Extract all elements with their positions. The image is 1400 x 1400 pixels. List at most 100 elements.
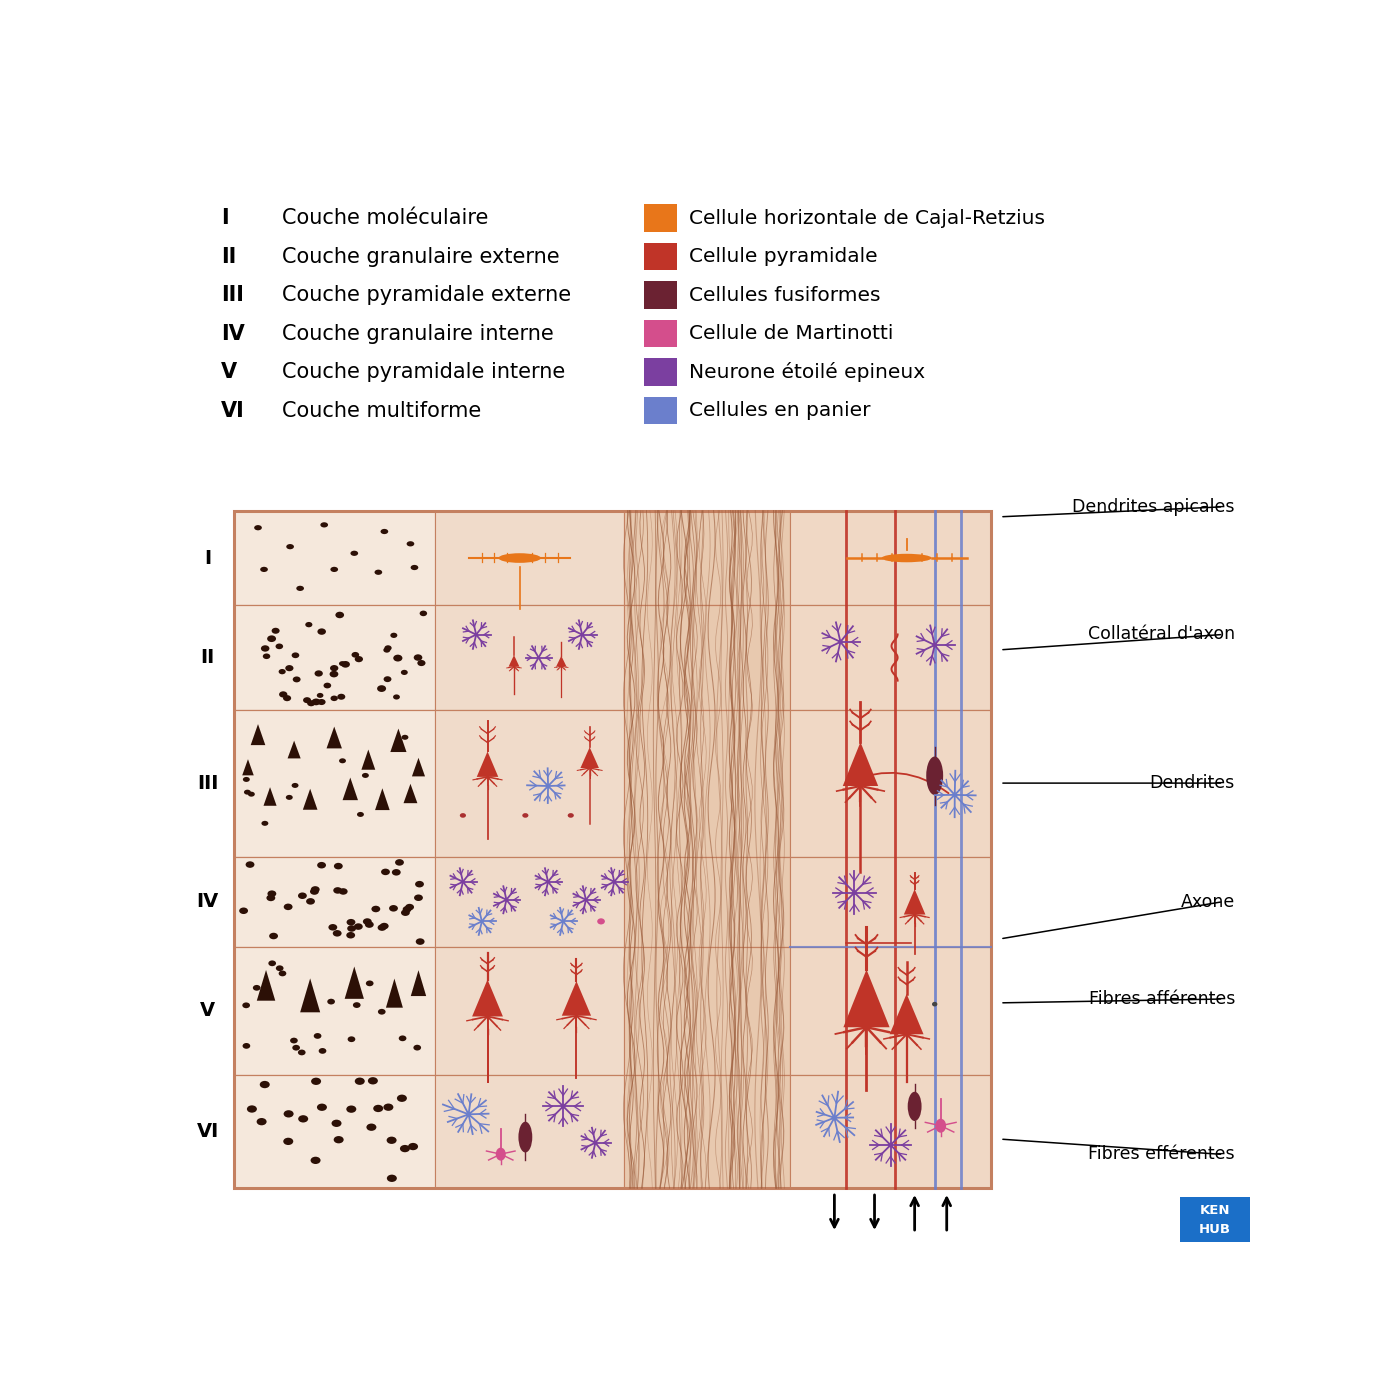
Polygon shape [412,757,426,777]
Ellipse shape [346,932,356,938]
Ellipse shape [333,888,342,893]
Ellipse shape [319,1049,326,1054]
Polygon shape [256,970,276,1001]
Ellipse shape [284,903,293,910]
Ellipse shape [329,671,339,678]
Ellipse shape [330,696,337,701]
Polygon shape [242,759,253,776]
Polygon shape [508,655,519,666]
Ellipse shape [339,888,347,895]
Bar [790,710,991,857]
Ellipse shape [365,921,374,928]
Ellipse shape [392,869,400,875]
Ellipse shape [403,906,412,913]
Circle shape [888,1142,893,1148]
Ellipse shape [365,980,374,986]
Ellipse shape [297,585,304,591]
Ellipse shape [402,735,409,739]
Polygon shape [410,970,426,995]
Circle shape [584,899,588,902]
Polygon shape [391,728,406,752]
Ellipse shape [291,783,298,788]
Bar [624,857,790,946]
Ellipse shape [316,1103,328,1112]
Ellipse shape [498,553,540,563]
Ellipse shape [311,1078,321,1085]
Ellipse shape [927,756,944,795]
Polygon shape [477,752,498,777]
Polygon shape [843,742,878,785]
Circle shape [538,657,540,659]
Bar [434,857,624,946]
Bar [624,605,790,710]
Ellipse shape [293,676,301,682]
Polygon shape [556,655,567,666]
Circle shape [561,1105,566,1109]
Circle shape [466,1112,472,1117]
Bar [790,511,991,605]
Text: VI: VI [196,1121,218,1141]
Text: Couche granulaire externe: Couche granulaire externe [283,246,560,266]
Ellipse shape [298,1116,308,1123]
Ellipse shape [255,525,262,531]
Text: IV: IV [221,323,245,343]
Text: Dendrites apicales: Dendrites apicales [1072,498,1235,515]
Bar [624,710,790,857]
Ellipse shape [339,661,346,666]
Ellipse shape [269,960,276,966]
Ellipse shape [309,888,319,895]
Ellipse shape [260,645,269,651]
Ellipse shape [375,570,382,575]
Ellipse shape [389,904,398,911]
Polygon shape [287,741,301,759]
Polygon shape [904,889,925,914]
Bar [234,605,434,710]
Ellipse shape [413,1044,421,1050]
Text: III: III [221,286,244,305]
Ellipse shape [459,813,466,818]
Ellipse shape [368,1077,378,1085]
Ellipse shape [379,923,389,930]
Ellipse shape [346,1106,357,1113]
Ellipse shape [414,881,424,888]
Bar [644,319,676,347]
Ellipse shape [260,1081,270,1088]
Circle shape [546,784,550,788]
Bar [644,396,676,424]
Ellipse shape [323,683,332,689]
Ellipse shape [347,1036,356,1042]
Ellipse shape [290,1037,298,1043]
Ellipse shape [414,895,423,902]
Ellipse shape [266,895,276,902]
Ellipse shape [316,693,323,697]
Ellipse shape [267,636,276,643]
Ellipse shape [384,647,391,652]
Text: VI: VI [221,400,245,420]
Bar [624,511,790,605]
Circle shape [853,890,857,895]
Ellipse shape [400,1145,410,1152]
Ellipse shape [354,924,363,930]
Text: Couche pyramidale interne: Couche pyramidale interne [283,363,566,382]
Circle shape [839,640,843,644]
Text: Couche granulaire interne: Couche granulaire interne [283,323,554,343]
Ellipse shape [286,545,294,549]
Polygon shape [300,979,321,1012]
Ellipse shape [284,1110,294,1117]
Polygon shape [561,981,591,1016]
Circle shape [561,920,564,923]
Text: Cellule de Martinotti: Cellule de Martinotti [689,323,893,343]
Text: Cellules fusiformes: Cellules fusiformes [689,286,881,305]
Bar [790,1075,991,1189]
Ellipse shape [311,886,319,893]
Bar [434,1075,624,1189]
Ellipse shape [244,790,251,795]
Ellipse shape [272,627,280,634]
Ellipse shape [367,1124,377,1131]
Text: II: II [200,648,214,666]
Ellipse shape [248,791,255,797]
Text: Fibres afférentes: Fibres afférentes [1089,990,1235,1008]
Text: Couche multiforme: Couche multiforme [283,400,482,420]
Circle shape [594,1141,596,1144]
Ellipse shape [291,652,300,658]
